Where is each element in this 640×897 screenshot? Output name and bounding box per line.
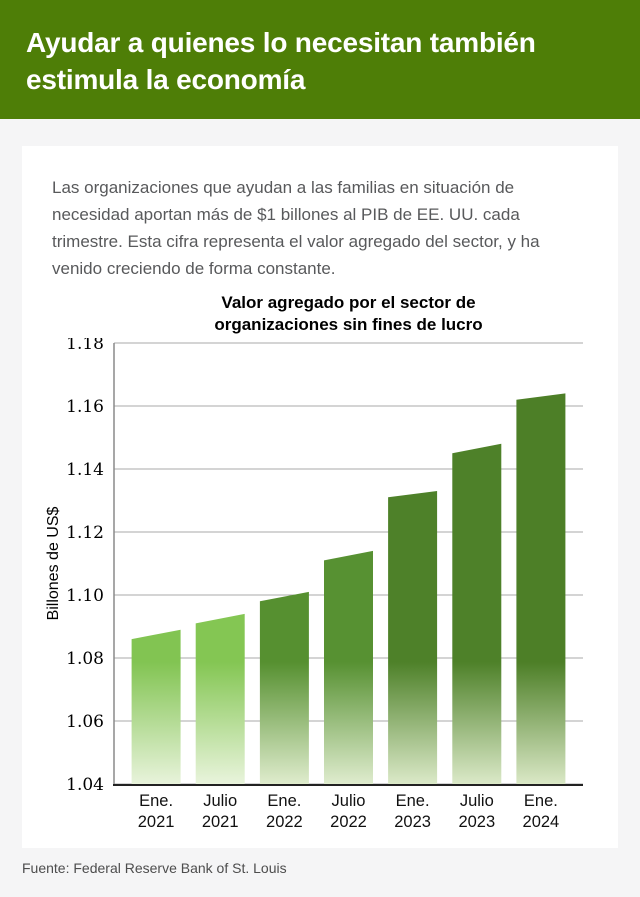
svg-text:2022: 2022 — [266, 813, 303, 831]
svg-text:Ene.: Ene. — [396, 792, 430, 810]
svg-text:2021: 2021 — [138, 813, 175, 831]
svg-text:2021: 2021 — [202, 813, 239, 831]
svg-text:1.16: 1.16 — [66, 397, 104, 417]
svg-text:2024: 2024 — [523, 813, 560, 831]
svg-text:Ene.: Ene. — [139, 792, 173, 810]
svg-text:1.10: 1.10 — [66, 586, 104, 606]
svg-text:Julio: Julio — [203, 792, 237, 810]
source-text: Fuente: Federal Reserve Bank of St. Loui… — [22, 860, 287, 876]
bar-chart: 1.18 1.16 1.14 1.12 1.10 1.08 1.06 1.04 Ene. 2021… — [45, 338, 583, 831]
svg-text:Ene.: Ene. — [524, 792, 558, 810]
svg-text:Julio: Julio — [460, 792, 494, 810]
svg-text:Julio: Julio — [332, 792, 366, 810]
svg-text:2023: 2023 — [394, 813, 431, 831]
svg-text:1.04: 1.04 — [66, 775, 104, 795]
page-footer: Fuente: Federal Reserve Bank of St. Loui… — [0, 860, 640, 876]
svg-text:1.18: 1.18 — [66, 338, 104, 354]
svg-text:1.14: 1.14 — [66, 460, 104, 480]
svg-text:2022: 2022 — [330, 813, 367, 831]
svg-text:Ene.: Ene. — [267, 792, 301, 810]
page-title: Ayudar a quienes lo necesitan también es… — [26, 27, 536, 95]
page-header: Ayudar a quienes lo necesitan también es… — [0, 0, 640, 119]
intro-text: Las organizaciones que ayudan a las fami… — [52, 178, 540, 278]
y-axis-label: Billones de US$ — [45, 506, 62, 620]
svg-text:2023: 2023 — [458, 813, 495, 831]
svg-text:1.08: 1.08 — [66, 649, 104, 669]
svg-text:1.06: 1.06 — [66, 712, 104, 732]
chart-title: Valor agregado por el sector de organiza… — [214, 293, 483, 334]
svg-text:1.12: 1.12 — [66, 523, 104, 543]
content-card: Las organizaciones que ayudan a las fami… — [22, 146, 618, 848]
